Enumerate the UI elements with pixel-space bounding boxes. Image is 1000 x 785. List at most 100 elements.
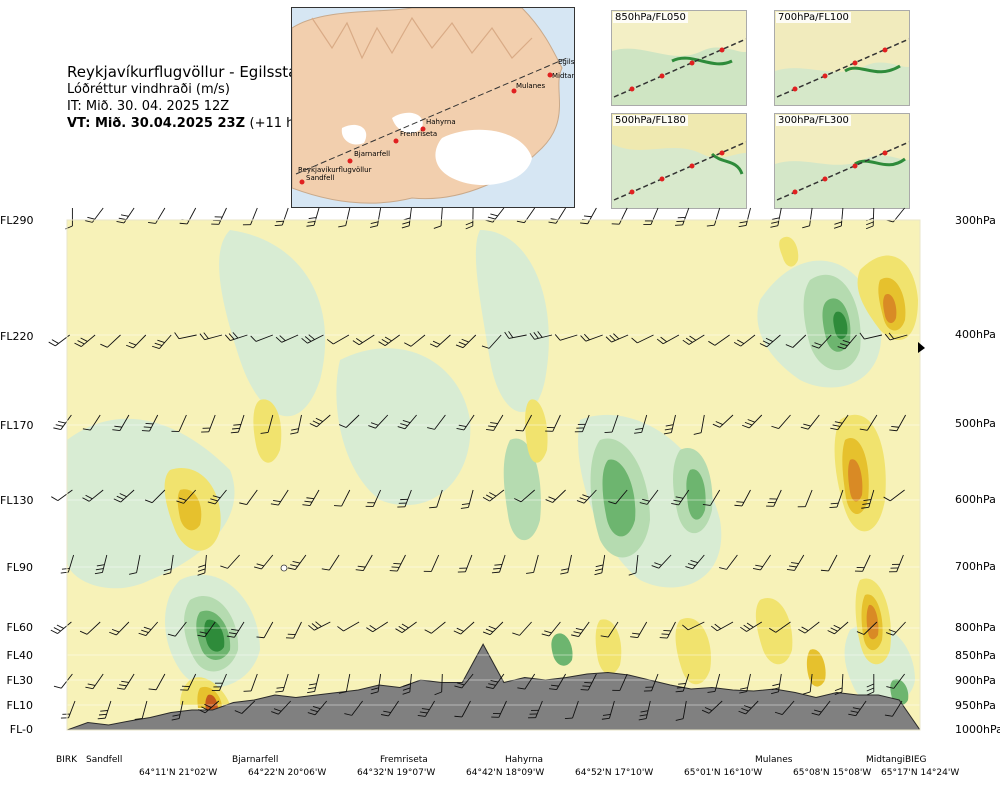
wind-barb	[560, 554, 572, 575]
wind-barb	[53, 414, 72, 431]
wind-barb	[628, 554, 639, 576]
fl-tick-label: FL130	[0, 494, 34, 507]
wind-barb	[786, 554, 805, 571]
wind-barb	[198, 700, 220, 714]
wind-barb	[113, 489, 135, 503]
wind-barb	[643, 207, 659, 226]
thumbnail-850hpa[interactable]: 850hPa/FL050	[611, 10, 747, 106]
wind-barb	[201, 414, 216, 433]
wind-barb	[226, 621, 245, 638]
wind-barb	[274, 207, 289, 227]
thumbnail-500hpa[interactable]: 500hPa/FL180	[611, 113, 747, 209]
issue-time: IT: Mið. 30. 04. 2025 12Z	[67, 99, 230, 114]
wind-barb	[866, 674, 875, 696]
location-label: BIRK	[56, 755, 77, 765]
hpa-tick-label: 400hPa	[955, 328, 996, 341]
wind-barb	[833, 207, 844, 229]
wind-barb	[482, 621, 504, 636]
wind-barb	[738, 207, 751, 228]
thumbnail-300hpa[interactable]: 300hPa/FL300	[774, 113, 910, 209]
wind-barb	[889, 414, 906, 432]
wind-barb	[260, 414, 274, 434]
map-label-fremriseta: Fremriseta	[400, 130, 437, 138]
wind-barb	[307, 673, 320, 694]
wind-barb	[834, 673, 844, 696]
wind-barb	[785, 334, 807, 348]
wind-barb	[827, 621, 849, 635]
wind-barb	[491, 554, 506, 574]
wind-barb	[631, 334, 654, 344]
wind-barb	[883, 489, 905, 502]
coordinate-label: 64°32'N 19°07'W	[357, 768, 436, 778]
wind-barb	[370, 673, 382, 695]
wind-barb	[275, 334, 299, 343]
wind-barb	[770, 207, 782, 228]
wind-barb	[306, 207, 320, 227]
wind-barb	[197, 554, 207, 576]
wind-barb	[740, 621, 763, 632]
thumbnail-label: 850hPa/FL050	[613, 12, 688, 23]
wind-barb	[837, 334, 857, 350]
wind-barb	[326, 334, 350, 345]
wind-barb	[671, 489, 690, 506]
wind-barb	[429, 489, 443, 509]
wind-barb	[482, 489, 505, 502]
wind-barb	[601, 700, 615, 720]
wind-barb	[337, 621, 360, 632]
hpa-tick-label: 300hPa	[955, 214, 996, 227]
wind-barb	[859, 414, 878, 431]
wind-barb	[774, 700, 795, 716]
wind-barb	[271, 700, 292, 715]
wind-barb	[517, 673, 536, 690]
map-label-bjarnarfell: Bjarnarfell	[354, 150, 390, 158]
wind-barb	[675, 700, 687, 721]
thumbnail-label: 300hPa/FL300	[776, 115, 851, 126]
wind-barb	[171, 700, 184, 721]
fl-tick-label: FL-0	[9, 723, 33, 736]
wind-barb	[424, 621, 446, 634]
map-label-mulanes: Mulanes	[516, 82, 545, 90]
hpa-tick-label: 850hPa	[955, 649, 996, 662]
coordinate-label: 64°42'N 18°09'W	[466, 768, 545, 778]
wind-barb	[770, 673, 782, 695]
wind-barb	[457, 554, 473, 573]
fl-tick-label: FL40	[6, 649, 33, 662]
wind-barb	[800, 414, 820, 430]
wind-barb	[859, 332, 883, 340]
location-label: Mulanes	[755, 755, 793, 765]
wind-barb	[404, 334, 426, 347]
wind-barb	[719, 554, 738, 570]
wind-barb	[675, 673, 690, 693]
wind-barb	[230, 414, 245, 434]
thumbnail-700hpa[interactable]: 700hPa/FL100	[774, 10, 910, 106]
wind-barb	[515, 414, 532, 432]
wind-barb	[82, 489, 104, 502]
wind-barb	[706, 207, 721, 227]
wind-barb	[197, 621, 216, 638]
wind-barb	[352, 334, 375, 346]
wind-barb	[545, 489, 566, 503]
wind-barb	[380, 700, 399, 717]
wind-barb	[571, 621, 590, 638]
location-label: Hahyrna	[505, 755, 544, 765]
wind-barb	[608, 489, 628, 505]
wind-barb	[638, 700, 651, 721]
wind-barb	[427, 414, 446, 430]
wind-barb	[675, 207, 690, 226]
marker-arrow-icon	[918, 342, 925, 353]
route-title: Reykjavíkurflugvöllur - Egilsstaðir	[67, 63, 317, 81]
wind-barb	[250, 334, 273, 342]
wind-barbs	[48, 207, 908, 721]
velocity-field	[67, 230, 920, 730]
map-label-hahyrna: Hahyrna	[426, 118, 456, 126]
wind-barb	[580, 333, 603, 342]
wind-barb	[733, 334, 756, 347]
wind-barb	[708, 334, 730, 346]
wind-barb	[861, 489, 875, 509]
fl-tick-label: FL10	[6, 699, 33, 712]
wind-barb	[485, 207, 505, 223]
wind-barb	[224, 332, 248, 341]
wind-barb	[820, 554, 838, 572]
wind-barb	[402, 673, 412, 695]
